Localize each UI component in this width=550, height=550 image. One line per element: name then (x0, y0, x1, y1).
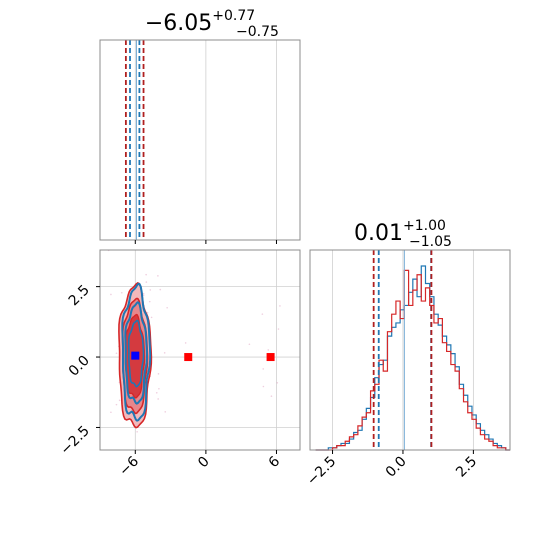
title-param1-sub: −1.05 (409, 234, 452, 250)
scatter-point (184, 342, 187, 344)
scatter-point (142, 292, 145, 295)
scatter-point (155, 391, 158, 394)
scatter-point (142, 294, 145, 297)
title-param1: 0.01+1.00 (354, 218, 446, 246)
scatter-point (115, 403, 118, 406)
scatter-point (118, 399, 121, 402)
scatter-point (261, 313, 264, 315)
scatter-point (157, 373, 160, 375)
scatter-point (157, 398, 159, 400)
marker-1 (184, 353, 193, 362)
scatter-point (149, 289, 152, 291)
tick-label-x-param1: 2.5 (453, 454, 480, 481)
scatter-point (145, 281, 148, 283)
tick-label-x-param1: −2.5 (304, 454, 339, 489)
title-param0-sub: −0.75 (236, 24, 279, 40)
scatter-point (110, 293, 112, 296)
scatter-point (164, 411, 167, 413)
scatter-point (145, 273, 147, 276)
scatter-point (120, 291, 123, 294)
scatter-point (158, 387, 160, 390)
density-2d-panel (99, 249, 301, 451)
tick-label-x-param0: −6 (116, 453, 142, 479)
scatter-point (270, 395, 273, 397)
tick-label-y-param1: 2.5 (66, 282, 93, 309)
tick-label-x-param0: 0 (195, 454, 213, 472)
tick-label-x-param1: 0.0 (383, 454, 410, 481)
scatter-point (267, 349, 270, 351)
hist-param1-panel (309, 249, 511, 451)
scatter-point (146, 311, 149, 314)
contour-blue-inner (127, 319, 145, 388)
hist-param0-panel (99, 39, 301, 241)
marker-2 (266, 353, 275, 362)
scatter-point (277, 328, 280, 330)
scatter-point (159, 288, 162, 291)
scatter-point (110, 411, 112, 414)
scatter-point (136, 430, 138, 433)
tick-label-x-param0: 6 (266, 453, 284, 471)
scatter-point (279, 305, 281, 307)
scatter-point (262, 385, 265, 388)
scatter-point (148, 300, 151, 303)
contour-blue-middle (124, 301, 149, 405)
contour-blue-outer (121, 282, 152, 422)
marker-0 (131, 351, 140, 360)
scatter-point (248, 343, 251, 346)
tick-label-y-param1: 0.0 (66, 353, 93, 380)
tick-label-y-param1: −2.5 (57, 423, 92, 458)
scatter-point (163, 352, 166, 354)
scatter-point (276, 381, 279, 384)
scatter-point (157, 275, 159, 277)
scatter-point (115, 352, 118, 355)
title-param0: −6.05+0.77 (145, 8, 255, 36)
scatter-point (166, 306, 168, 309)
hist-param1-red (315, 269, 510, 451)
hist-param0-frame (100, 40, 300, 240)
scatter-point (150, 316, 153, 319)
scatter-point (262, 368, 265, 370)
